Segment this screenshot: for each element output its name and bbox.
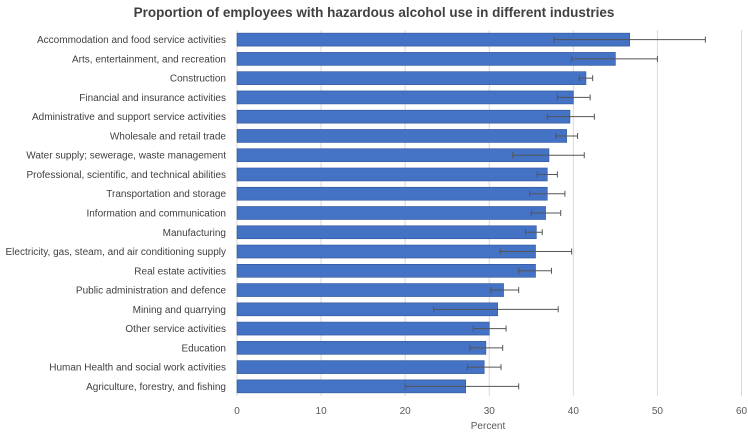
category-label: Arts, entertainment, and recreation [72, 54, 226, 65]
category-label: Mining and quarrying [133, 305, 226, 316]
error-bar [571, 55, 658, 62]
bar [236, 186, 548, 201]
bar [236, 263, 536, 278]
bar [236, 341, 487, 355]
error-bar [512, 152, 585, 159]
x-tick-label: 20 [400, 406, 412, 417]
category-label: Education [182, 343, 226, 354]
category-label: Wholesale and retail trade [110, 131, 227, 142]
bar [236, 109, 571, 124]
bar [236, 71, 587, 85]
error-bar [433, 306, 559, 313]
error-bar [546, 113, 595, 120]
bar [236, 129, 567, 143]
category-label: Professional, scientific, and technical … [26, 170, 226, 181]
error-bar [556, 94, 591, 101]
bar [236, 167, 548, 182]
category-label: Agriculture, forestry, and fishing [86, 382, 226, 393]
bar [236, 244, 536, 259]
x-tick-label: 30 [484, 406, 496, 417]
bar [236, 90, 574, 105]
error-bar [524, 229, 543, 236]
bars [236, 32, 630, 394]
category-label: Accommodation and food service activitie… [37, 35, 226, 46]
x-tick-label: 0 [234, 406, 240, 417]
bar [236, 52, 616, 66]
x-axis-label: Percent [471, 421, 506, 431]
x-tick-labels: 0 10 20 30 40 50 60 [234, 406, 747, 417]
category-labels: Accommodation and food service activitie… [6, 35, 227, 393]
error-bar [530, 210, 562, 216]
bar [236, 360, 485, 374]
error-bar [578, 75, 594, 82]
bar [236, 321, 490, 336]
category-label: Public administration and defence [76, 286, 227, 297]
bar [236, 225, 537, 240]
error-bar [536, 171, 558, 178]
category-label: Construction [170, 74, 226, 85]
category-label: Transportation and storage [106, 189, 226, 200]
category-label: Human Health and social work activities [49, 363, 226, 374]
bar [236, 206, 546, 220]
category-label: Other service activities [125, 324, 226, 335]
error-bars [404, 36, 706, 390]
error-bar [469, 344, 504, 351]
error-bar [529, 190, 566, 197]
x-tick-label: 50 [652, 406, 664, 417]
category-label: Water supply; sewerage, waste management [26, 151, 226, 162]
x-tick-label: 40 [568, 406, 580, 417]
category-label: Information and communication [86, 209, 226, 220]
category-label: Electricity, gas, steam, and air conditi… [6, 247, 226, 258]
chart-title: Proportion of employees with hazardous a… [134, 5, 615, 20]
x-tick-label: 60 [736, 406, 748, 417]
category-label: Administrative and support service activ… [32, 112, 226, 123]
bar [236, 283, 504, 297]
error-bar [499, 248, 573, 255]
error-bar [466, 364, 502, 371]
error-bar [553, 36, 706, 43]
bar [236, 148, 550, 163]
x-tick-label: 10 [316, 406, 328, 417]
error-bar [490, 287, 520, 294]
error-bar [555, 132, 579, 139]
error-bar [404, 383, 520, 390]
category-label: Manufacturing [163, 228, 226, 239]
category-label: Financial and insurance activities [79, 93, 226, 104]
category-label: Real estate activities [134, 266, 226, 277]
error-bar [472, 325, 507, 332]
error-bar [518, 267, 552, 274]
